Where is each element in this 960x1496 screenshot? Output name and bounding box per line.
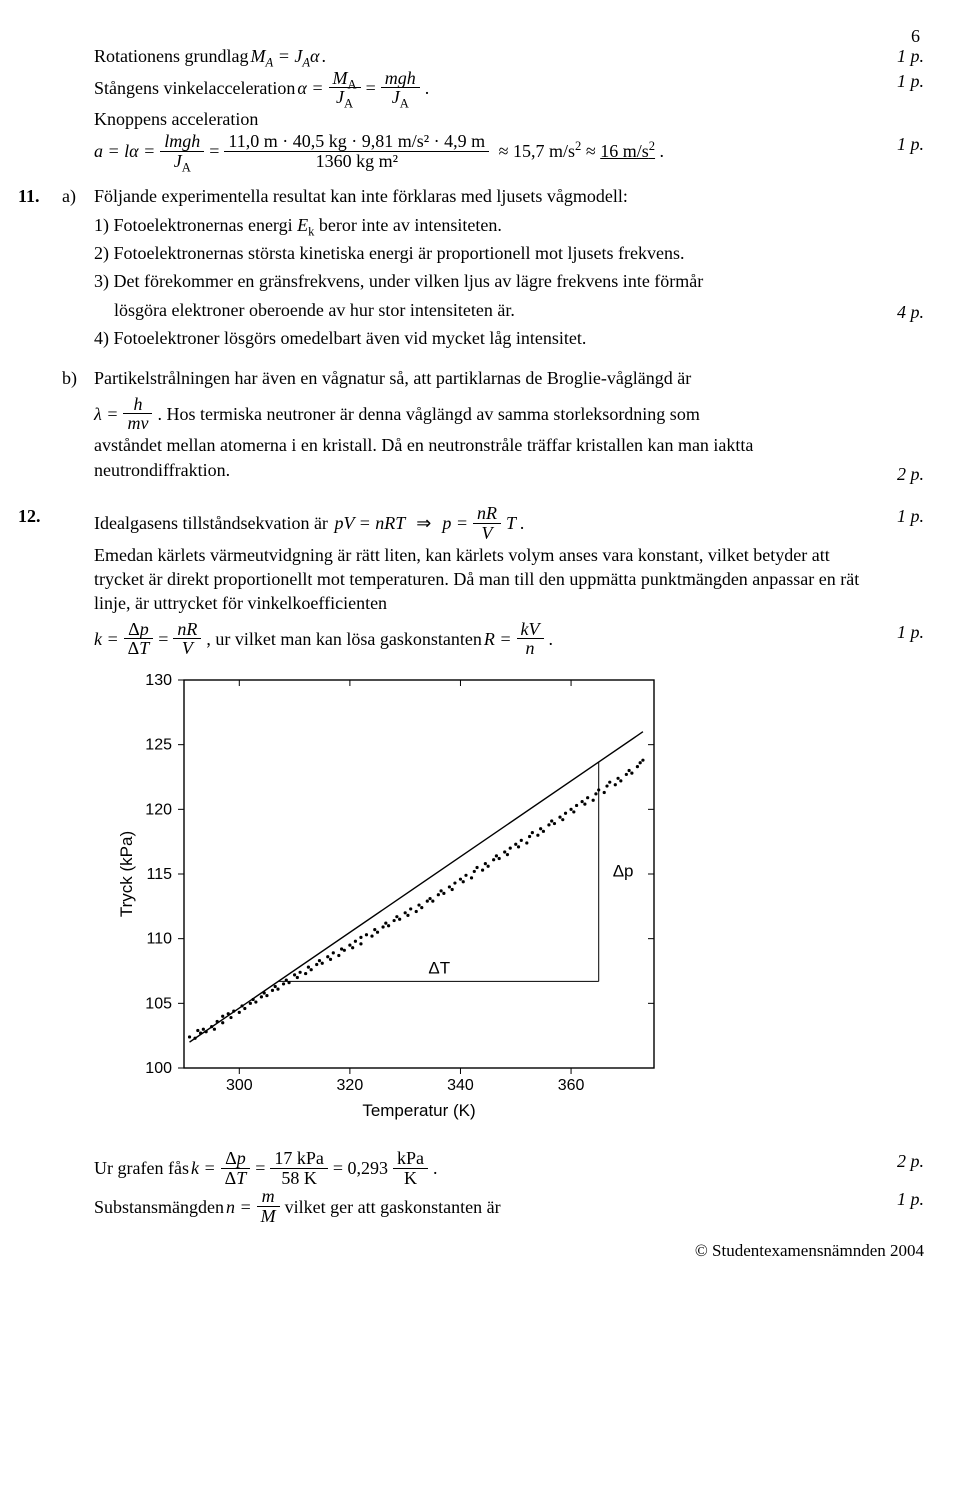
svg-text:Tryck (kPa): Tryck (kPa) — [117, 831, 136, 917]
pressure-temperature-chart: 300 320 340 360 100 105 110 115 120 125 130 Δp ΔT Tem… — [114, 668, 924, 1134]
den: M — [261, 1206, 276, 1226]
sub-label: b) — [62, 366, 94, 390]
svg-text:360: 360 — [558, 1077, 585, 1094]
denominator: 1360 kg m² — [224, 151, 489, 171]
intro: Följande experimentella resultat kan int… — [94, 184, 880, 208]
den: mv — [127, 413, 148, 433]
q12-line3: k = ΔpΔT = nRV , ur vilket man kan lösa … — [18, 620, 924, 659]
midval: = 0,293 — [333, 1156, 388, 1180]
var: E — [297, 215, 308, 235]
text: . Hos termiska neutroner är denna våglän… — [157, 402, 699, 426]
svg-text:340: 340 — [447, 1077, 474, 1094]
points: 2 p. — [880, 1149, 924, 1173]
points: 2 p. — [880, 462, 924, 486]
num: m — [262, 1186, 275, 1206]
q12-line1: 12. Idealgasens tillståndsekvation är pV… — [18, 504, 924, 543]
sec10-line1: Rotationens grundlag MA = JAα . 1 p. — [18, 44, 924, 68]
svg-text:100: 100 — [145, 1060, 172, 1077]
svg-text:110: 110 — [146, 931, 172, 948]
svg-text:120: 120 — [145, 802, 172, 819]
item-2: 2) Fotoelektronernas största kinetiska e… — [94, 241, 880, 265]
points: 1 p. — [880, 132, 924, 156]
text: vilket ger att gaskonstanten är — [285, 1195, 501, 1219]
text: Idealgasens tillståndsekvation är — [94, 511, 328, 535]
svg-text:125: 125 — [145, 737, 172, 754]
line3: avståndet mellan atomerna i en kristall.… — [94, 433, 880, 482]
num: h — [133, 394, 142, 414]
svg-text:105: 105 — [145, 996, 172, 1013]
points: 1 p. — [880, 1187, 924, 1211]
copyright-footer: © Studentexamensnämnden 2004 — [18, 1240, 924, 1263]
item-4: 4) Fotoelektroner lösgörs omedelbart äve… — [94, 326, 880, 350]
text: 1) Fotoelektronernas energi — [94, 215, 297, 235]
svg-text:Δp: Δp — [613, 862, 634, 881]
svg-text:Temperatur (K): Temperatur (K) — [362, 1101, 475, 1120]
num: 17 kPa — [270, 1149, 328, 1168]
text: , ur vilket man kan lösa gaskonstanten — [206, 627, 481, 651]
num: kPa — [393, 1149, 428, 1168]
text: Knoppens acceleration — [94, 109, 258, 129]
den: K — [393, 1168, 428, 1188]
svg-text:130: 130 — [145, 672, 172, 689]
q11a: 11. a) Följande experimentella resultat … — [18, 184, 924, 297]
sec10-line3: Knoppens acceleration — [18, 107, 924, 131]
den: 58 K — [270, 1168, 328, 1188]
question-number: 12. — [18, 504, 62, 528]
q12-para2: Emedan kärlets värmeutvidgning är rätt l… — [18, 543, 924, 620]
item-1: 1) Fotoelektronernas energi Ek beror int… — [94, 213, 880, 237]
svg-text:115: 115 — [146, 866, 172, 883]
q11a-item3b: lösgöra elektroner oberoende av hur stor… — [18, 298, 924, 355]
line1: Partikelstrålningen har även en vågnatur… — [94, 366, 880, 390]
q12-graf: Ur grafen fås k = ΔpΔT = 17 kPa 58 K = 0… — [18, 1149, 924, 1188]
text: Stångens vinkelacceleration — [94, 76, 295, 100]
svg-text:ΔT: ΔT — [428, 959, 450, 978]
points: 4 p. — [880, 300, 924, 324]
points: 1 p. — [880, 620, 924, 644]
text: beror inte av intensiteten. — [314, 215, 501, 235]
sec10-line2: Stångens vinkelacceleration α = MAJA = m… — [18, 69, 924, 108]
q12-subst: Substansmängden n = mM vilket ger att ga… — [18, 1187, 924, 1226]
numerator: 11,0 m · 40,5 kg · 9,81 m/s² · 4,9 m — [224, 132, 489, 151]
svg-text:300: 300 — [226, 1077, 253, 1094]
text: Ur grafen fås — [94, 1156, 189, 1180]
text: Emedan kärlets värmeutvidgning är rätt l… — [94, 543, 880, 616]
sec10-line4: a = lα = lmghJA = 11,0 m · 40,5 kg · 9,8… — [18, 132, 924, 171]
sub-label: a) — [62, 184, 94, 208]
item-3a: 3) Det förekommer en gränsfrekvens, unde… — [94, 269, 880, 293]
points: 1 p. — [880, 69, 924, 93]
text: Rotationens grundlag — [94, 44, 248, 68]
points: 1 p. — [880, 44, 924, 68]
svg-text:320: 320 — [337, 1077, 364, 1094]
item-3b: lösgöra elektroner oberoende av hur stor… — [114, 298, 880, 322]
q11b: b) Partikelstrålningen har även en vågna… — [18, 366, 924, 486]
arrow: ⇒ — [416, 511, 431, 535]
question-number: 11. — [18, 184, 62, 208]
points: 1 p. — [880, 504, 924, 528]
text: Substansmängden — [94, 1195, 224, 1219]
